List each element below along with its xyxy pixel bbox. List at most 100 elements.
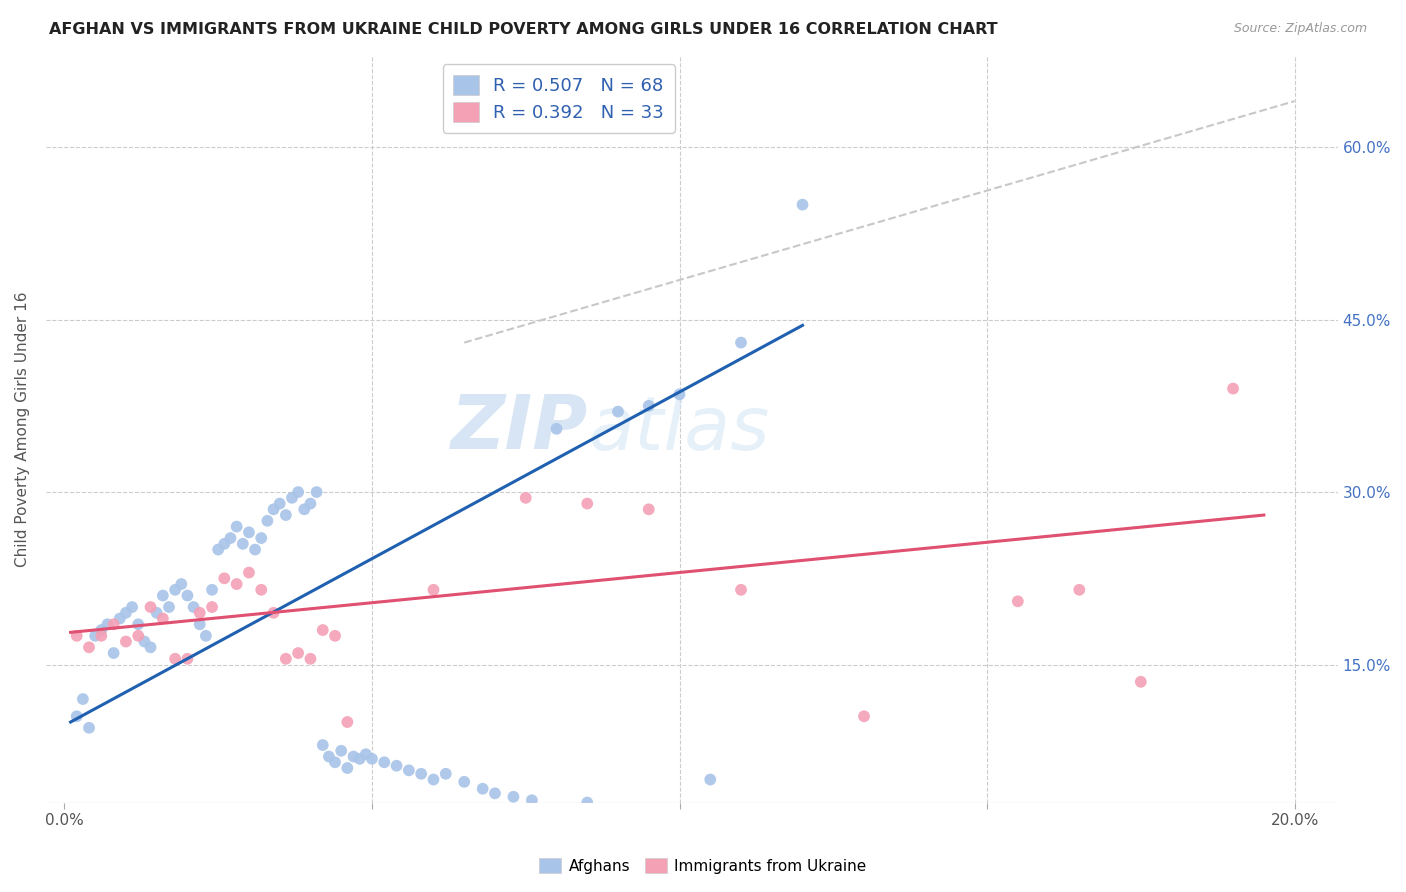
Point: [292, 502, 315, 516]
Point: [318, 749, 340, 764]
Point: [139, 600, 162, 615]
Point: [201, 582, 224, 597]
Point: [330, 744, 353, 758]
Text: atlas: atlas: [589, 392, 770, 465]
Point: [342, 749, 364, 764]
Point: [730, 582, 752, 597]
Point: [90, 629, 112, 643]
Point: [607, 404, 630, 418]
Point: [232, 537, 254, 551]
Point: [411, 766, 433, 780]
Point: [354, 747, 377, 762]
Point: [214, 537, 236, 551]
Point: [183, 600, 205, 615]
Point: [299, 497, 322, 511]
Point: [214, 571, 236, 585]
Point: [243, 542, 266, 557]
Point: [1222, 382, 1244, 396]
Point: [250, 582, 273, 597]
Point: [853, 709, 876, 723]
Point: [576, 497, 599, 511]
Text: ZIP: ZIP: [451, 392, 589, 466]
Point: [385, 758, 408, 772]
Point: [72, 692, 94, 706]
Point: [157, 600, 180, 615]
Legend: R = 0.507   N = 68, R = 0.392   N = 33: R = 0.507 N = 68, R = 0.392 N = 33: [443, 64, 675, 133]
Point: [238, 566, 260, 580]
Point: [730, 335, 752, 350]
Point: [546, 422, 568, 436]
Point: [323, 629, 346, 643]
Point: [453, 774, 475, 789]
Point: [152, 611, 174, 625]
Point: [152, 589, 174, 603]
Point: [637, 399, 659, 413]
Point: [127, 629, 149, 643]
Point: [201, 600, 224, 615]
Point: [194, 629, 217, 643]
Point: [668, 387, 690, 401]
Y-axis label: Child Poverty Among Girls Under 16: Child Poverty Among Girls Under 16: [15, 291, 30, 566]
Point: [422, 582, 444, 597]
Point: [263, 502, 285, 516]
Point: [373, 756, 395, 770]
Point: [188, 606, 211, 620]
Point: [77, 721, 100, 735]
Point: [127, 617, 149, 632]
Point: [103, 646, 125, 660]
Point: [77, 640, 100, 655]
Point: [1129, 674, 1152, 689]
Point: [269, 497, 291, 511]
Point: [165, 582, 187, 597]
Point: [66, 709, 89, 723]
Point: [263, 606, 285, 620]
Point: [637, 502, 659, 516]
Point: [515, 491, 537, 505]
Point: [336, 761, 359, 775]
Point: [349, 752, 371, 766]
Point: [108, 611, 131, 625]
Point: [188, 617, 211, 632]
Point: [66, 629, 89, 643]
Point: [287, 485, 309, 500]
Point: [84, 629, 107, 643]
Point: [471, 781, 494, 796]
Legend: Afghans, Immigrants from Ukraine: Afghans, Immigrants from Ukraine: [533, 852, 873, 880]
Point: [398, 764, 420, 778]
Point: [422, 772, 444, 787]
Point: [256, 514, 278, 528]
Point: [361, 752, 384, 766]
Point: [219, 531, 242, 545]
Point: [312, 623, 335, 637]
Point: [576, 796, 599, 810]
Point: [520, 793, 543, 807]
Point: [170, 577, 193, 591]
Point: [299, 652, 322, 666]
Point: [305, 485, 328, 500]
Point: [312, 738, 335, 752]
Point: [103, 617, 125, 632]
Point: [287, 646, 309, 660]
Point: [90, 623, 112, 637]
Point: [238, 525, 260, 540]
Point: [1069, 582, 1091, 597]
Point: [96, 617, 118, 632]
Point: [274, 652, 297, 666]
Point: [176, 652, 198, 666]
Point: [502, 789, 524, 804]
Text: AFGHAN VS IMMIGRANTS FROM UKRAINE CHILD POVERTY AMONG GIRLS UNDER 16 CORRELATION: AFGHAN VS IMMIGRANTS FROM UKRAINE CHILD …: [49, 22, 998, 37]
Point: [225, 519, 247, 533]
Point: [134, 634, 156, 648]
Point: [274, 508, 297, 522]
Text: Source: ZipAtlas.com: Source: ZipAtlas.com: [1233, 22, 1367, 36]
Point: [792, 197, 814, 211]
Point: [165, 652, 187, 666]
Point: [115, 634, 138, 648]
Point: [176, 589, 198, 603]
Point: [225, 577, 247, 591]
Point: [434, 766, 457, 780]
Point: [323, 756, 346, 770]
Point: [699, 772, 721, 787]
Point: [336, 714, 359, 729]
Point: [139, 640, 162, 655]
